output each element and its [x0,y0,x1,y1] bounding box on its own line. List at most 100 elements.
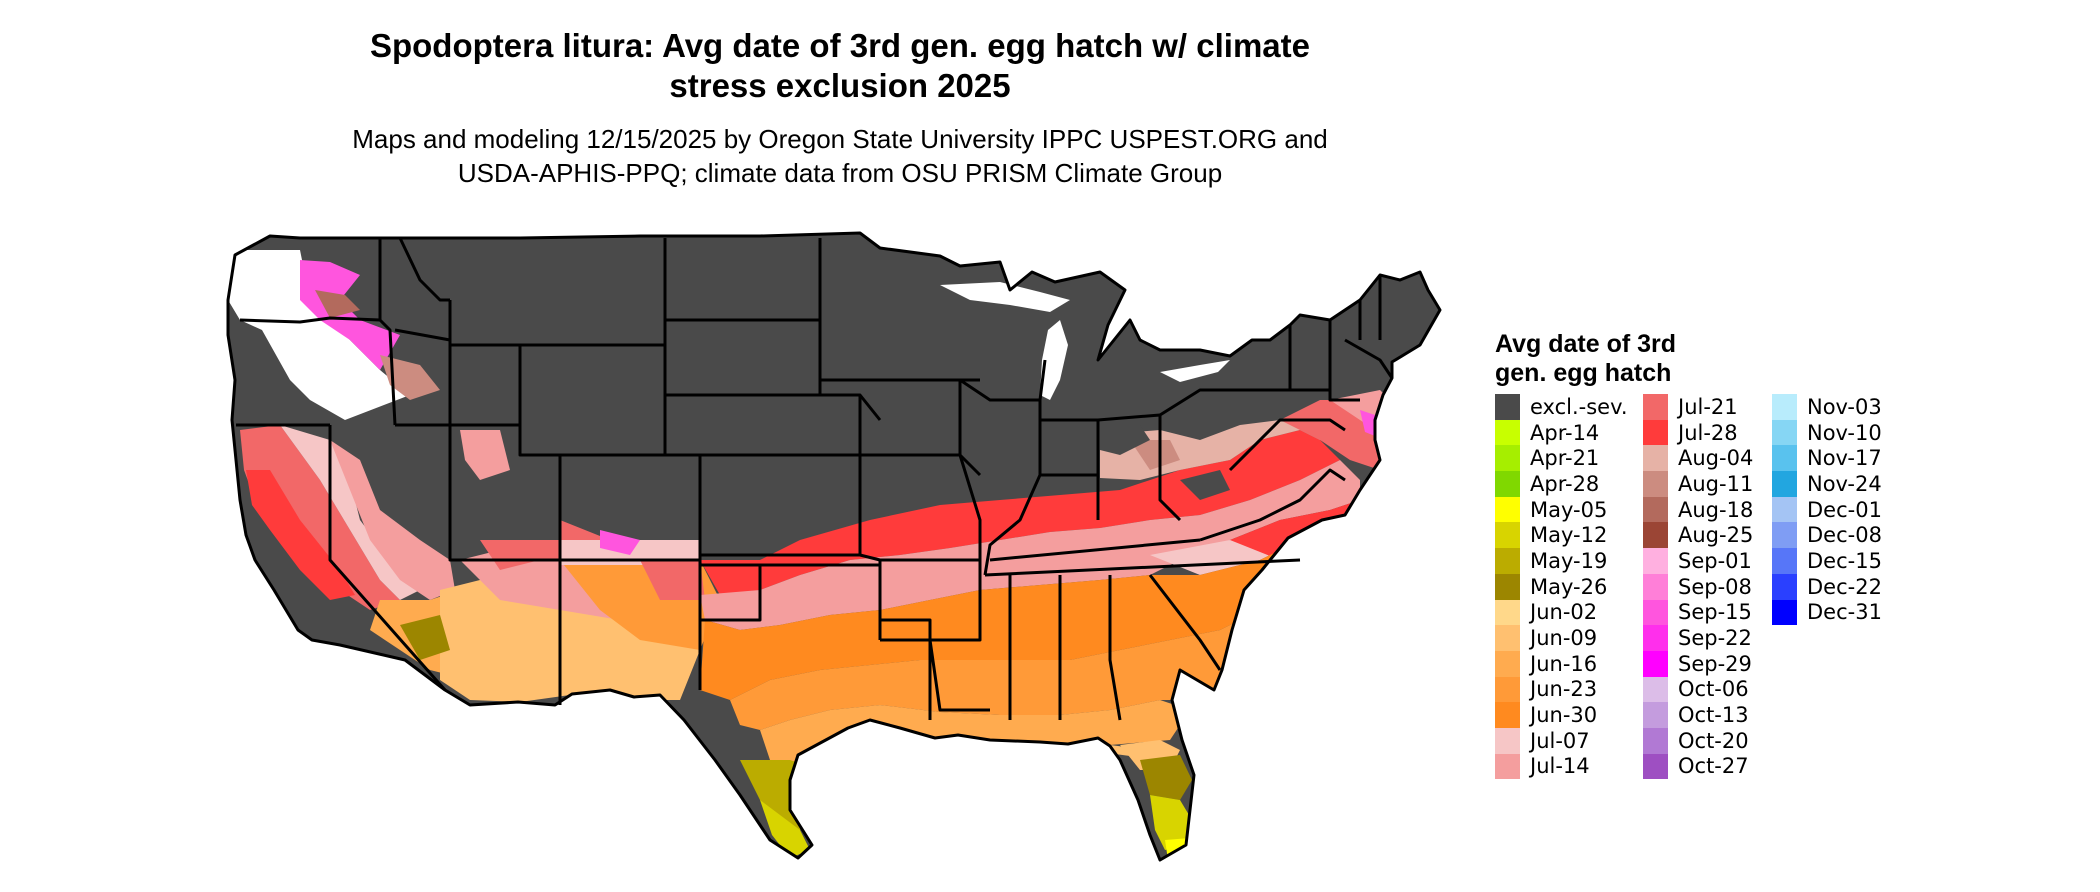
legend-swatch [1495,496,1520,523]
legend-swatch [1495,676,1520,703]
legend-label: Jun-02 [1530,600,1598,625]
legend-swatch [1495,522,1520,549]
legend-swatch [1643,419,1668,446]
legend-label: Oct-27 [1678,754,1749,779]
legend-swatch [1772,496,1797,523]
subtitle-line-1: Maps and modeling 12/15/2025 by Oregon S… [352,124,1328,154]
legend-item: Jul-07 [1495,727,1628,754]
legend-item: Nov-03 [1772,394,1882,420]
legend-title: Avg date of 3rd gen. egg hatch [1495,330,1755,388]
subtitle-line-2: USDA-APHIS-PPQ; climate data from OSU PR… [457,158,1223,188]
zone-nm-red [640,560,705,600]
legend-label: Jul-14 [1530,754,1590,779]
legend-item: Oct-20 [1643,727,1753,754]
legend-title-line-2: gen. egg hatch [1495,359,1672,387]
legend-swatch [1643,445,1668,472]
legend-item: Aug-11 [1643,471,1753,497]
legend-label: May-12 [1530,523,1608,548]
legend-label: Oct-20 [1678,728,1749,753]
legend-swatch [1772,471,1797,497]
lake-superior [940,282,1070,312]
legend-item: Sep-15 [1643,599,1753,626]
legend-item: Jun-09 [1495,625,1628,651]
legend-label: Sep-08 [1678,574,1752,599]
legend-item: Jun-16 [1495,650,1628,677]
legend-label: excl.-sev. [1530,394,1628,419]
title-line-1: Spodoptera litura: Avg date of 3rd gen. … [369,27,1311,64]
lake-michigan [1040,320,1068,400]
zone-gulf-orange-light [760,700,1190,770]
legend-swatch [1495,419,1520,446]
zone-florida-yellow [1150,795,1192,850]
legend-label: Apr-14 [1530,420,1600,445]
map-subtitle: Maps and modeling 12/15/2025 by Oregon S… [300,122,1380,190]
legend-swatch [1643,599,1668,626]
legend-label: May-26 [1530,574,1608,599]
legend-label: Nov-10 [1807,420,1882,445]
legend-label: Aug-11 [1678,471,1754,496]
legend-label: Dec-08 [1807,523,1882,548]
legend-label: Nov-03 [1807,394,1882,419]
legend-swatch [1772,599,1797,626]
legend-column-1: excl.-sev. Apr-14 Apr-21 Apr-28 May-05 May-12… [1495,394,1628,780]
legend-swatch [1772,522,1797,549]
legend-item: Aug-04 [1643,445,1754,472]
legend-swatch [1643,522,1668,549]
zone-wv-gray [1180,470,1230,500]
legend-label: Sep-29 [1678,651,1752,676]
legend-item: Apr-21 [1495,445,1628,472]
legend-swatch [1495,445,1520,472]
zone-california-red [240,425,400,610]
legend-label: Jun-09 [1530,626,1598,651]
legend-label: Jul-21 [1678,394,1738,419]
legend-label: Jun-23 [1530,677,1598,702]
legend-label: Aug-04 [1678,446,1754,471]
legend-item: Dec-08 [1772,522,1882,549]
legend-swatch [1495,702,1520,728]
legend-label: Jul-28 [1678,420,1738,445]
hatch-date-zones [228,250,1400,860]
legend-item: Dec-01 [1772,496,1882,523]
legend-item: Nov-24 [1772,471,1882,497]
legend-label: Nov-24 [1807,471,1882,496]
legend-label: Jun-30 [1530,703,1598,728]
legend-label: Sep-22 [1678,626,1752,651]
legend-label: Dec-01 [1807,497,1882,522]
legend-swatch [1643,753,1668,780]
legend-swatch [1772,394,1797,420]
legend-title-line-1: Avg date of 3rd [1495,330,1677,358]
legend-swatch [1495,650,1520,677]
lake-erie [1160,360,1230,382]
legend-item: Oct-27 [1643,753,1753,780]
legend-swatch [1772,445,1797,472]
legend-swatch [1643,496,1668,523]
legend-label: Apr-21 [1530,446,1600,471]
zone-pacific-nw-magenta [300,260,400,370]
legend-item: Jul-28 [1643,419,1753,446]
legend-item: Jun-30 [1495,702,1628,728]
legend-label: Sep-01 [1678,548,1752,573]
legend-item: Apr-14 [1495,419,1628,446]
legend-label: May-05 [1530,497,1608,522]
legend-swatch [1643,548,1668,574]
title-line-2: stress exclusion 2025 [669,67,1011,104]
zone-florida-olive [1140,755,1192,800]
legend-label: Oct-13 [1678,703,1749,728]
legend-item: Sep-01 [1643,548,1753,574]
state-borders [226,231,1442,862]
legend-swatch [1772,419,1797,446]
legend-swatch [1772,573,1797,600]
legend-label: Dec-22 [1807,574,1882,599]
legend-label: Aug-25 [1678,523,1754,548]
legend-label: Aug-18 [1678,497,1754,522]
legend-column-2: Jul-21 Jul-28 Aug-04 Aug-11 Aug-18 Aug-25 Sep-… [1643,394,1754,780]
legend-label: Dec-15 [1807,548,1882,573]
legend-item: Dec-15 [1772,548,1882,574]
legend-item: Sep-08 [1643,573,1753,600]
legend-swatch [1643,676,1668,703]
zone-central-light-pink [700,460,1360,630]
legend-label: Apr-28 [1530,471,1600,496]
legend-item: Nov-17 [1772,445,1882,472]
map-title: Spodoptera litura: Avg date of 3rd gen. … [310,26,1370,106]
